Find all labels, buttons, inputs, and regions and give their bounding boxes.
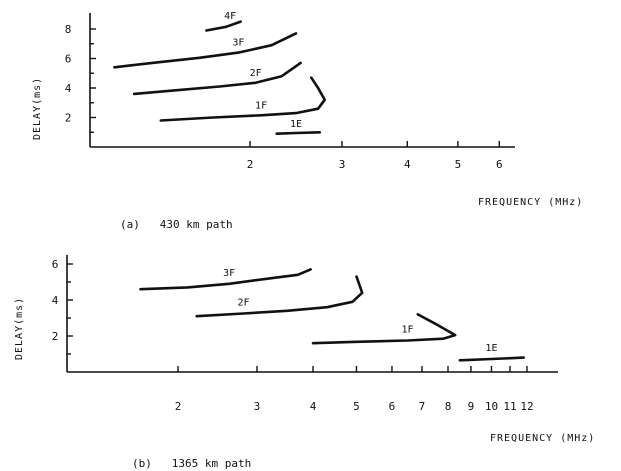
panel-b-trace-3f bbox=[139, 268, 312, 291]
panel-a-y-tick-label: 6 bbox=[65, 53, 72, 66]
panel-b-trace-label-1f: 1F bbox=[402, 325, 414, 336]
panel-b-x-axis-title: FREQUENCY (MHz) bbox=[490, 433, 595, 444]
panel-a-trace-label-3f: 3F bbox=[232, 38, 244, 49]
panel-a-x-tick-label: 4 bbox=[404, 158, 411, 171]
panel-b-x-tick-label: 3 bbox=[254, 400, 261, 413]
panel-b-x-tick-label: 10 bbox=[485, 400, 498, 413]
panel-b-x-tick-label: 11 bbox=[503, 400, 516, 413]
panel-a-y-axis-title: DELAY(ms) bbox=[32, 77, 43, 140]
panel-a-trace-3f bbox=[113, 32, 298, 69]
panel-a-trace-label-4f: 4F bbox=[224, 11, 236, 22]
panel-a-x-tick-label: 5 bbox=[455, 158, 462, 171]
panel-a-y-tick-label: 4 bbox=[65, 82, 72, 95]
panel-b-x-tick-label: 4 bbox=[310, 400, 317, 413]
panel-b-trace-2f bbox=[195, 275, 364, 318]
panel-a-trace-label-2f: 2F bbox=[250, 68, 262, 79]
panel-a-x-axis-title: FREQUENCY (MHz) bbox=[478, 197, 583, 208]
panel-a-y-tick-label: 8 bbox=[65, 23, 72, 36]
panel-a-trace-1e bbox=[275, 131, 322, 135]
panel-b-y-tick-label: 6 bbox=[52, 258, 59, 271]
panel-a-trace-4f bbox=[205, 20, 242, 32]
panel-b-trace-label-1e: 1E bbox=[485, 343, 497, 354]
panel-b-caption: (b) 1365 km path bbox=[132, 457, 251, 470]
panel-a-trace-2f bbox=[132, 61, 302, 96]
panel-b-chart: 2 4 6 2 3 4 5 6 7 8 9 10 11 12 3F 2F 1F 1E DELAY(ms) FR… bbox=[14, 255, 595, 470]
panel-a-x-tick-label: 2 bbox=[247, 158, 254, 171]
panel-a-caption: (a) 430 km path bbox=[120, 218, 233, 231]
panel-a-y-tick-label: 2 bbox=[65, 112, 72, 125]
panel-a-chart: 2 4 6 8 2 3 4 5 6 4F 3F 2F 1F 1E DELAY(ms) FREQUENC… bbox=[32, 11, 583, 231]
panel-b-trace-label-2f: 2F bbox=[238, 298, 250, 309]
panel-b-x-tick-label: 5 bbox=[353, 400, 360, 413]
panel-a-trace-label-1f: 1F bbox=[255, 100, 267, 111]
panel-b-x-tick-label: 8 bbox=[445, 400, 452, 413]
panel-b-x-tick-label: 12 bbox=[520, 400, 533, 413]
panel-a-x-tick-label: 3 bbox=[339, 158, 346, 171]
panel-b-x-tick-label: 9 bbox=[468, 400, 475, 413]
panel-b-trace-1e bbox=[458, 356, 525, 362]
panel-b-y-axis-title: DELAY(ms) bbox=[14, 297, 25, 360]
panel-a-x-tick-label: 6 bbox=[496, 158, 503, 171]
panel-b-trace-label-3f: 3F bbox=[223, 268, 235, 279]
panel-b-trace-1f bbox=[311, 313, 457, 345]
panel-b-y-tick-label: 2 bbox=[52, 330, 59, 343]
panel-b-x-tick-label: 6 bbox=[389, 400, 396, 413]
panel-a-trace-1f bbox=[159, 76, 326, 122]
panel-b-y-tick-label: 4 bbox=[52, 294, 59, 307]
panel-a-trace-label-1e: 1E bbox=[290, 119, 302, 130]
panel-b-x-tick-label: 2 bbox=[175, 400, 182, 413]
panel-b-x-tick-label: 7 bbox=[419, 400, 426, 413]
